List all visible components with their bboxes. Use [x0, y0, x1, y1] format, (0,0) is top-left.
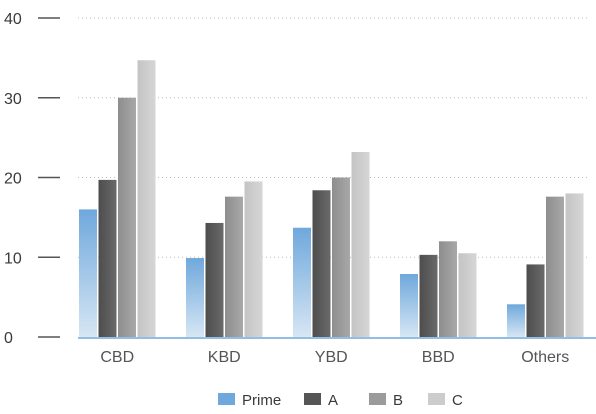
bar-a-kbd — [205, 222, 224, 337]
legend-label-c: C — [452, 392, 463, 409]
bar-b-others — [546, 196, 564, 337]
bar-a-ybd — [312, 190, 331, 337]
legend-swatch-a — [304, 393, 321, 405]
legend-label-a: A — [328, 392, 338, 409]
legend: Prime A B C — [218, 392, 463, 409]
legend-swatch-b — [369, 393, 386, 405]
x-tick-label: YBD — [315, 349, 348, 366]
bar-c-kbd — [244, 181, 263, 337]
bar-prime-ybd — [293, 227, 311, 337]
y-axis: 0 10 20 30 40 — [4, 11, 60, 347]
bar-prime-others — [507, 304, 525, 337]
bar-a-bbd — [419, 254, 438, 337]
legend-label-b: B — [393, 392, 403, 409]
bar-c-ybd — [351, 151, 370, 337]
y-tick-label: 40 — [4, 11, 22, 28]
legend-swatch-prime — [218, 393, 235, 405]
bar-prime-kbd — [186, 258, 204, 337]
bar-a-others — [526, 264, 545, 337]
y-tick-label: 0 — [4, 330, 13, 347]
bar-prime-cbd — [79, 209, 97, 337]
y-tick-label: 20 — [4, 171, 22, 188]
bar-b-bbd — [439, 241, 457, 337]
bars — [79, 60, 584, 338]
x-tick-label: KBD — [208, 349, 241, 366]
y-tick-label: 10 — [4, 250, 22, 267]
bar-c-others — [565, 193, 584, 337]
legend-label-prime: Prime — [242, 392, 281, 409]
bar-c-cbd — [137, 60, 156, 338]
bar-b-kbd — [225, 196, 243, 337]
bar-a-cbd — [98, 179, 117, 337]
x-tick-label: CBD — [100, 349, 134, 366]
bar-prime-bbd — [400, 273, 418, 337]
legend-swatch-c — [428, 393, 445, 405]
bar-b-ybd — [332, 177, 350, 337]
x-tick-label: Others — [521, 349, 569, 366]
x-tick-label: BBD — [422, 349, 455, 366]
bar-c-bbd — [458, 253, 477, 337]
x-axis: CBD KBD YBD BBD Others — [100, 349, 569, 366]
y-tick-label: 30 — [4, 91, 22, 108]
bar-b-cbd — [118, 97, 136, 337]
